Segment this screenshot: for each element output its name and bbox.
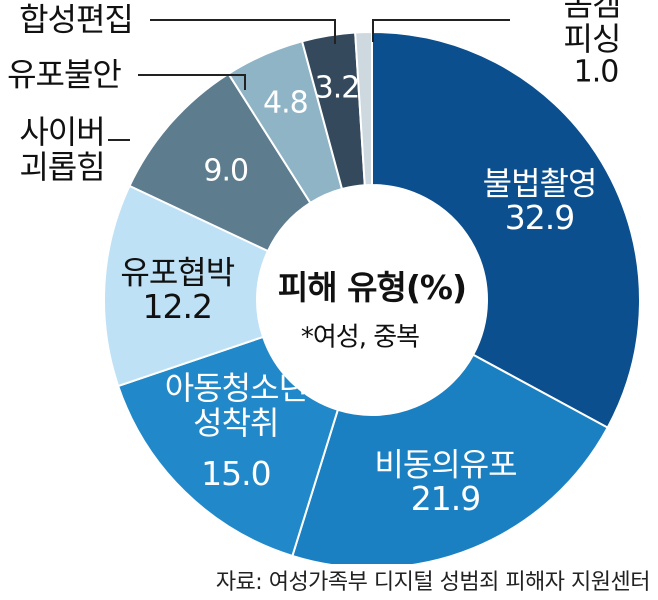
category-label: 불법촬영 xyxy=(482,164,598,203)
value-label: 21.9 xyxy=(410,478,481,518)
leader-line xyxy=(372,19,510,42)
source: 자료: 여성가족부 디지털 성범죄 피해자 지원센터 xyxy=(209,564,651,596)
category-label: 유포협박 xyxy=(120,253,235,292)
value-label: 4.8 xyxy=(263,85,309,121)
chart-subtitle: *여성, 중복 xyxy=(300,322,420,353)
donut-slice xyxy=(371,30,641,429)
value-label: 9.0 xyxy=(203,153,249,189)
category-label: 합성편집 xyxy=(19,0,134,39)
value-label: 1.0 xyxy=(573,54,620,90)
value-label: 12.2 xyxy=(142,286,213,326)
leader-line xyxy=(138,74,246,90)
leader-line xyxy=(150,19,336,44)
donut-slice xyxy=(103,184,270,388)
category-label: 몸캠피싱 xyxy=(563,0,622,58)
value-label: 15.0 xyxy=(201,453,271,493)
category-label: 비동의유포 xyxy=(374,445,517,484)
donut-slice xyxy=(354,30,373,187)
donut-slice xyxy=(116,335,340,558)
category-label: 아동청소년 성착취 xyxy=(164,368,308,442)
value-label: 32.9 xyxy=(504,198,575,238)
category-label: 사이버 괴롭힘 xyxy=(19,112,105,186)
category-label: 유포불안 xyxy=(7,55,122,94)
chart-title: 피해 유형(%) xyxy=(277,267,467,307)
value-label: 3.2 xyxy=(314,70,361,106)
